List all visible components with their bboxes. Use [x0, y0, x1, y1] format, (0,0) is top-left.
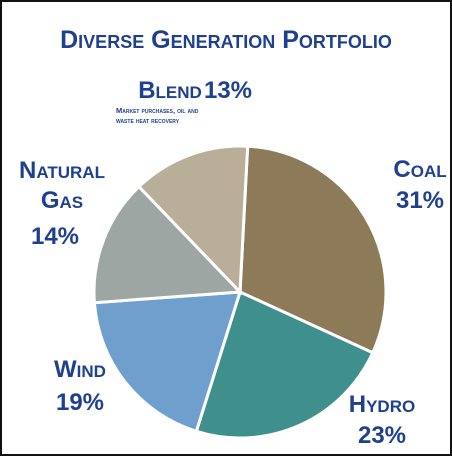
chart-title: Diverse Generation Portfolio: [60, 26, 392, 54]
pie-slice: [136, 144, 250, 296]
value-label: 14%: [31, 223, 79, 250]
category-label: Wind: [54, 356, 106, 383]
pie-slice: [92, 184, 244, 305]
value-label: 23%: [358, 422, 406, 449]
pie-slice: [92, 290, 243, 434]
annotation: Market purchases, oil and waste heat reco…: [116, 106, 199, 125]
pie-slice: [194, 289, 375, 440]
category-label: Hydro: [349, 391, 415, 418]
value-label: 31%: [396, 187, 444, 214]
category-label: Blend: [138, 77, 202, 104]
value-label: 13%: [204, 77, 252, 104]
category-label: Natural Gas: [19, 157, 105, 214]
pie-slice: [238, 144, 388, 355]
value-label: 19%: [56, 389, 104, 416]
category-label: Coal: [393, 156, 446, 183]
